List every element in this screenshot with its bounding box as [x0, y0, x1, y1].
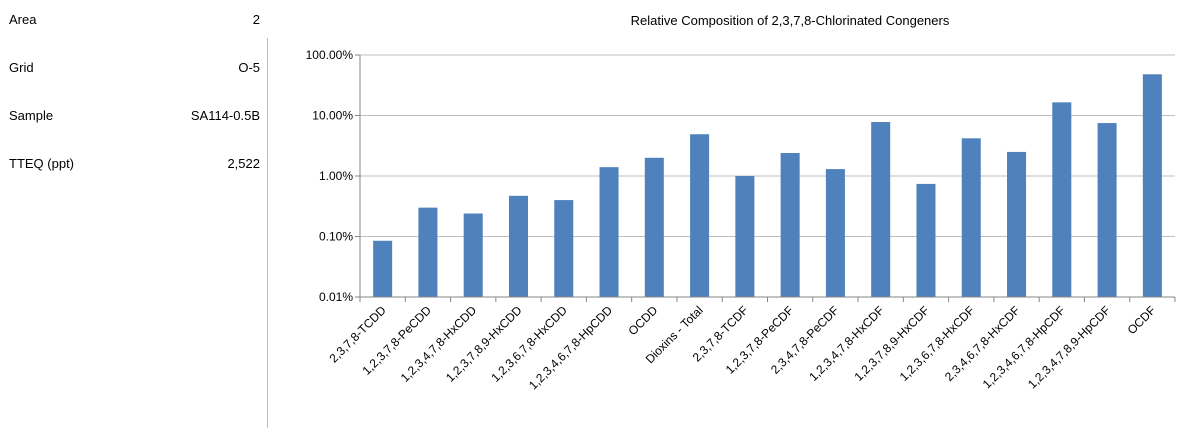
- x-category-label: OCDF: [1125, 303, 1159, 337]
- sample-value: SA114-0.5B: [190, 108, 260, 123]
- x-category-label: 1,2,3,4,7,8,9-HpCDF: [1025, 303, 1113, 391]
- bar: [916, 183, 936, 297]
- bar: [1007, 151, 1027, 297]
- bars: [373, 74, 1162, 297]
- x-category-label: 1,2,3,4,6,7,8-HpCDD: [526, 303, 615, 392]
- axes: [355, 54, 1176, 302]
- bar: [644, 157, 664, 297]
- tteq-value: 2,522: [227, 156, 260, 171]
- x-category-label: 1,2,3,7,8,9-HxCDD: [443, 303, 525, 385]
- bar: [508, 195, 528, 297]
- bar: [825, 169, 845, 297]
- area-value: 2: [252, 12, 260, 27]
- gridlines: [360, 54, 1175, 237]
- bar: [554, 200, 574, 297]
- bar: [463, 213, 483, 297]
- y-tick-label: 10.00%: [312, 109, 353, 123]
- bar: [690, 134, 710, 297]
- y-tick-label: 100.00%: [306, 48, 354, 62]
- grid-value: O-5: [238, 60, 260, 75]
- y-tick-label: 0.01%: [319, 290, 353, 304]
- bar: [780, 152, 800, 297]
- x-category-label: 1,2,3,4,7,8-HxCDD: [398, 303, 480, 385]
- bar: [1142, 74, 1162, 297]
- x-category-label: 1,2,3,4,6,7,8-HpCDF: [980, 303, 1068, 391]
- bar: [961, 138, 981, 297]
- bar: [735, 176, 755, 297]
- bar: [871, 122, 891, 297]
- y-tick-label: 0.10%: [319, 230, 353, 244]
- area-label: Area: [9, 12, 37, 27]
- tteq-label: TTEQ (ppt): [9, 156, 75, 171]
- x-category-label: 1,2,3,6,7,8-HxCDD: [488, 303, 570, 385]
- y-tick-label: 1.00%: [319, 169, 353, 183]
- bar: [599, 167, 619, 297]
- chart-left-border: [267, 38, 268, 428]
- chart-title: Relative Composition of 2,3,7,8-Chlorina…: [631, 13, 950, 28]
- bar: [418, 207, 438, 297]
- bar: [1097, 123, 1117, 297]
- x-category-label: OCDD: [626, 303, 661, 338]
- bar: [373, 240, 393, 297]
- bar: [1052, 102, 1072, 297]
- grid-label: Grid: [9, 60, 34, 75]
- sample-label: Sample: [9, 108, 54, 123]
